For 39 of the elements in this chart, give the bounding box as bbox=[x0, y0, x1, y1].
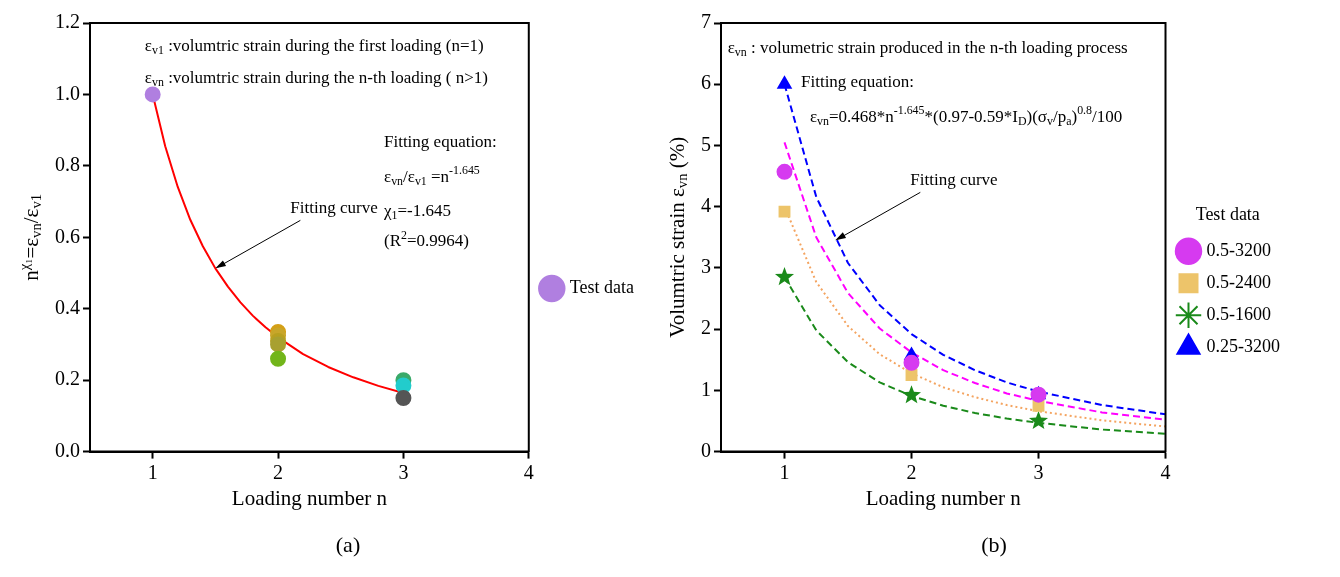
y-tick-label: 5 bbox=[701, 132, 711, 155]
x-tick-label: 2 bbox=[273, 460, 284, 483]
y-tick-label: 0 bbox=[701, 438, 711, 461]
y-tick-label: 6 bbox=[701, 71, 711, 94]
x-tick-label: 3 bbox=[1033, 460, 1044, 483]
y-tick-label: 0.6 bbox=[55, 224, 80, 247]
x-tick-label: 1 bbox=[779, 460, 790, 483]
y-tick-label: 1 bbox=[701, 377, 711, 400]
y-tick-label: 7 bbox=[701, 10, 711, 33]
y-tick-label: 0.8 bbox=[55, 153, 80, 176]
x-tick-label: 2 bbox=[906, 460, 917, 483]
annotation: Fitting equation: bbox=[801, 72, 914, 92]
x-tick-label: 4 bbox=[523, 460, 534, 483]
legend-label: 0.5-2400 bbox=[1206, 272, 1272, 293]
legend-label: 0.5-1600 bbox=[1206, 304, 1272, 325]
y-tick-label: 2 bbox=[701, 316, 711, 339]
annotation: Fitting curve bbox=[910, 169, 998, 189]
y-axis-title: Volumtric strain εvn (%) bbox=[664, 136, 691, 338]
text: (b) bbox=[981, 531, 1007, 557]
annotation: Fitting equation: bbox=[383, 132, 497, 152]
legend-label: 0.5-3200 bbox=[1206, 240, 1272, 261]
y-tick-label: 0.0 bbox=[55, 438, 80, 461]
x-tick-label: 1 bbox=[147, 460, 158, 483]
x-axis-title: Loading number n bbox=[231, 486, 388, 511]
y-tick-label: 0.2 bbox=[55, 367, 80, 390]
text: (a) bbox=[335, 531, 361, 557]
y-tick-label: 3 bbox=[701, 255, 711, 278]
y-tick-label: 1.2 bbox=[55, 10, 80, 33]
y-tick-label: 1.0 bbox=[55, 81, 80, 104]
legend-title: Test data bbox=[1195, 204, 1260, 225]
x-tick-label: 4 bbox=[1160, 460, 1171, 483]
legend-label: Test data bbox=[569, 277, 635, 298]
y-axis-title: nχ₁=εvn/εv1 bbox=[15, 193, 45, 281]
legend-label: 0.25-3200 bbox=[1206, 336, 1281, 357]
y-tick-label: 0.4 bbox=[55, 295, 80, 318]
y-tick-label: 4 bbox=[701, 193, 711, 216]
annotation: Fitting curve bbox=[290, 197, 378, 217]
x-axis-title: Loading number n bbox=[865, 486, 1022, 511]
x-tick-label: 3 bbox=[398, 460, 409, 483]
